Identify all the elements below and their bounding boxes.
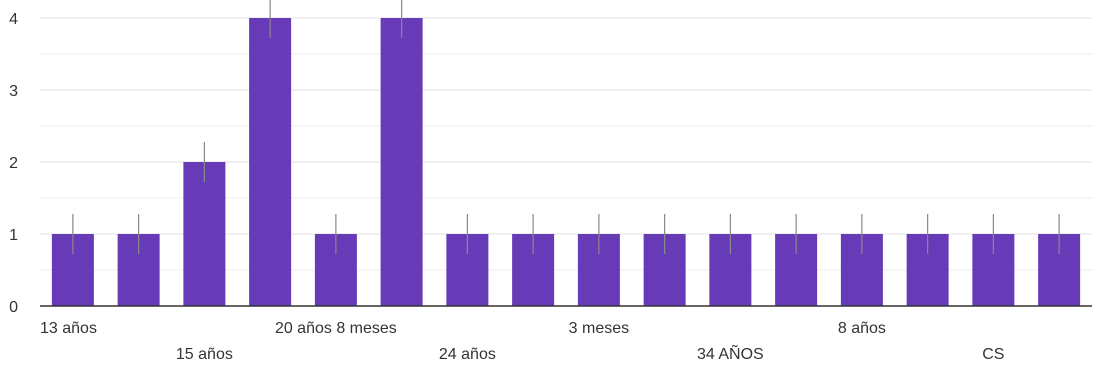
y-tick-label: 1 — [9, 227, 18, 244]
error-bars — [72, 0, 1060, 254]
y-tick-label: 0 — [9, 299, 18, 316]
x-tick-label: 15 años — [176, 346, 233, 363]
y-axis-ticks: 0 1 2 3 4 — [9, 11, 18, 316]
x-tick-label: 24 años — [439, 346, 496, 363]
x-tick-label: 34 AÑOS — [697, 343, 764, 363]
bar — [183, 162, 226, 306]
y-tick-label: 3 — [9, 83, 18, 100]
x-tick-label: 3 meses — [569, 320, 629, 337]
x-tick-label: 8 años — [838, 320, 886, 337]
x-tick-label: CS — [982, 346, 1004, 363]
bar — [249, 18, 292, 306]
x-tick-label: 20 años 8 meses — [275, 320, 397, 337]
x-tick-label: 13 años — [40, 320, 97, 337]
bar — [380, 18, 423, 306]
x-axis-ticks: 13 años 15 años 20 años 8 meses 24 años 3 me… — [40, 320, 1004, 363]
bars — [51, 18, 1081, 306]
y-tick-label: 2 — [9, 155, 18, 172]
y-tick-label: 4 — [9, 11, 18, 28]
